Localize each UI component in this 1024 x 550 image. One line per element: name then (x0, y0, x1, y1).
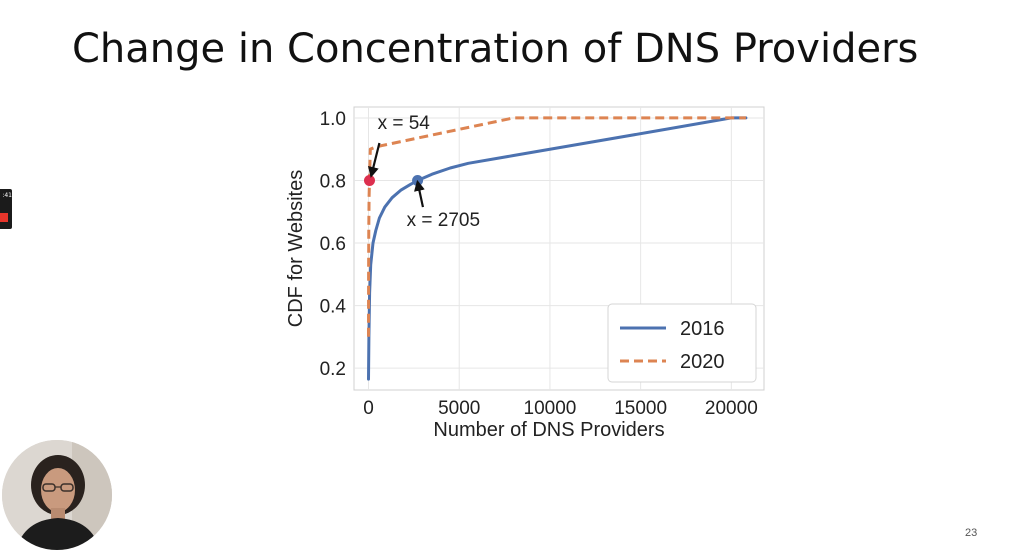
x-tick-label: 5000 (438, 398, 480, 419)
recording-timer: :41 (2, 192, 12, 199)
series-line-2016 (367, 116, 748, 381)
y-axis-label: CDF for Websites (285, 170, 307, 327)
recording-widget[interactable]: :41 (0, 189, 12, 229)
x-tick-label: 15000 (614, 398, 667, 419)
x-axis-label: Number of DNS Providers (433, 419, 664, 441)
legend-label-2020: 2020 (680, 351, 725, 373)
slide-number: 23 (965, 527, 978, 539)
annotation-label-1: x = 54 (378, 113, 431, 134)
x-tick-label: 0 (363, 398, 374, 419)
record-icon[interactable] (0, 213, 8, 222)
presenter-avatar-icon (2, 440, 112, 550)
y-tick-label: 0.8 (320, 171, 346, 192)
cdf-chart: 0 5000 10000 15000 20000 0.2 0.4 0.6 0.8 1.0 Numbe… (285, 106, 765, 441)
legend-label-2016: 2016 (680, 318, 725, 340)
x-tick-label: 10000 (524, 398, 577, 419)
y-tick-label: 0.6 (320, 234, 346, 255)
y-tick-label: 0.2 (320, 359, 346, 380)
annotation-arrow-1 (368, 142, 381, 178)
series-line-2020 (367, 116, 746, 337)
x-tick-label: 20000 (705, 398, 758, 419)
highlight-point-1 (363, 174, 375, 186)
y-tick-label: 0.4 (320, 297, 347, 318)
annotation-arrow-2 (414, 179, 425, 208)
annotation-label-2: x = 2705 (407, 210, 480, 231)
slide-title: Change in Concentration of DNS Providers (72, 26, 919, 72)
y-tick-label: 1.0 (320, 109, 346, 130)
legend-box (607, 303, 757, 383)
presenter-webcam (2, 440, 112, 550)
